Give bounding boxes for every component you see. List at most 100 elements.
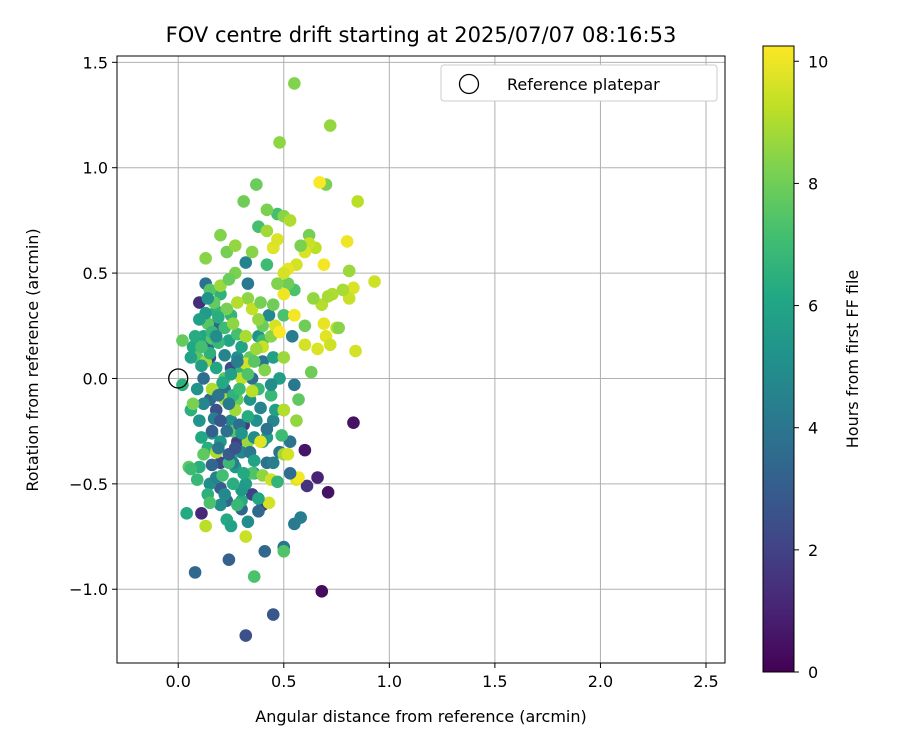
data-point [195, 359, 208, 373]
data-point [266, 456, 280, 470]
data-point [212, 441, 225, 455]
data-point [241, 410, 255, 423]
data-point [281, 277, 295, 290]
colorbar-tick-label: 2 [808, 541, 818, 560]
data-point [241, 515, 255, 529]
data-point [237, 467, 250, 480]
colorbar-label: Hours from first FF file [843, 270, 862, 449]
legend-entry: Reference platepar [507, 75, 660, 94]
data-point [186, 397, 200, 411]
y-tick-label: 1.0 [83, 159, 108, 178]
data-point [271, 233, 284, 246]
data-point [199, 519, 212, 533]
data-point [224, 367, 238, 381]
data-point [311, 342, 324, 356]
data-point [288, 77, 301, 90]
data-point [222, 553, 236, 567]
y-tick-label: 0.0 [83, 369, 108, 388]
data-point [317, 317, 331, 330]
data-point [190, 382, 204, 396]
x-tick-label: 1.0 [377, 672, 402, 691]
data-point [254, 435, 267, 448]
colorbar: 0 2 4 6 8 10 Hours from first FF file [762, 45, 862, 682]
data-point [214, 228, 227, 242]
data-point [239, 256, 253, 269]
data-point [298, 338, 312, 352]
data-point [205, 458, 219, 472]
data-point [228, 239, 242, 252]
y-tick-label: −1.0 [69, 580, 108, 599]
data-point [193, 313, 206, 326]
data-point [277, 544, 291, 558]
y-tick-label: −0.5 [69, 475, 108, 494]
data-point [176, 334, 189, 347]
data-point [195, 507, 208, 520]
chart-title: FOV centre drift starting at 2025/07/07 … [166, 23, 677, 47]
data-point [340, 235, 354, 248]
data-point [241, 277, 255, 290]
data-point [260, 203, 274, 217]
data-point [307, 292, 320, 305]
data-point [288, 308, 301, 322]
data-point [241, 367, 255, 381]
x-tick-label: 0.0 [165, 672, 190, 691]
plot-frame [116, 55, 726, 664]
data-point [239, 629, 253, 642]
data-point [201, 292, 215, 305]
data-point [347, 281, 360, 295]
data-point [264, 378, 278, 392]
data-point [180, 507, 193, 520]
data-point [214, 498, 227, 512]
data-point [304, 365, 318, 379]
data-point [252, 492, 265, 505]
data-point [260, 258, 274, 271]
data-point [203, 496, 217, 510]
data-point [294, 239, 307, 252]
data-point [239, 330, 253, 343]
data-point [228, 441, 242, 455]
data-point [235, 340, 248, 354]
data-point [218, 488, 231, 501]
data-point [241, 292, 255, 305]
x-axis: 0.0 0.5 1.0 1.5 2.0 2.5 [165, 663, 719, 691]
data-point [313, 176, 326, 189]
data-point [336, 283, 350, 297]
legend: Reference platepar [440, 64, 718, 102]
data-point [277, 351, 291, 364]
data-point [323, 338, 337, 352]
data-point [292, 393, 305, 406]
data-point [247, 570, 261, 583]
data-point [349, 344, 362, 358]
data-point [195, 340, 208, 354]
scatter-points [176, 77, 381, 642]
colorbar-tick-label: 4 [808, 419, 818, 438]
y-tick-label: 1.5 [83, 53, 108, 72]
reference-marker [168, 368, 189, 389]
data-point [288, 378, 301, 392]
data-point [195, 431, 208, 444]
data-point [209, 361, 223, 375]
data-point [224, 519, 238, 533]
data-point [315, 585, 329, 598]
data-point [332, 321, 345, 335]
data-point [220, 424, 234, 438]
data-point [254, 401, 267, 415]
data-point [245, 384, 259, 398]
data-point [199, 252, 212, 265]
data-point [209, 330, 223, 343]
y-tick-label: 0.5 [83, 264, 108, 283]
data-point [247, 454, 261, 467]
colorbar-tick-label: 8 [808, 174, 818, 193]
data-point [368, 275, 381, 288]
data-point [300, 479, 314, 493]
y-axis: −1.0 −0.5 0.0 0.5 1.0 1.5 [69, 53, 117, 599]
data-point [231, 296, 244, 309]
data-point [245, 245, 259, 259]
data-point [262, 496, 276, 510]
x-tick-label: 1.5 [482, 672, 507, 691]
data-point [321, 485, 335, 499]
data-point [184, 351, 198, 364]
data-point [188, 330, 202, 343]
data-point [188, 566, 202, 579]
